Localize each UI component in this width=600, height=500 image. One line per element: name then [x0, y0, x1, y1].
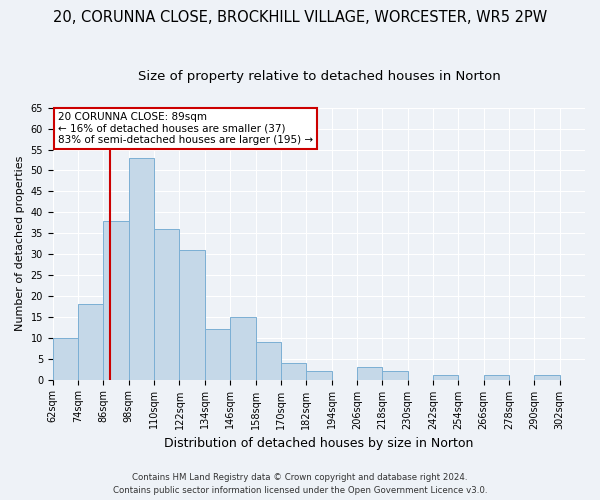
Bar: [205, 330, 230, 380]
Title: Size of property relative to detached houses in Norton: Size of property relative to detached ho…: [137, 70, 500, 83]
Text: 20, CORUNNA CLOSE, BROCKHILL VILLAGE, WORCESTER, WR5 2PW: 20, CORUNNA CLOSE, BROCKHILL VILLAGE, WO…: [53, 10, 547, 25]
Text: Contains HM Land Registry data © Crown copyright and database right 2024.
Contai: Contains HM Land Registry data © Crown c…: [113, 473, 487, 495]
Bar: [306, 371, 332, 380]
Bar: [230, 317, 256, 380]
Bar: [433, 376, 458, 380]
Bar: [78, 304, 103, 380]
Bar: [484, 376, 509, 380]
Bar: [179, 250, 205, 380]
Bar: [357, 367, 382, 380]
X-axis label: Distribution of detached houses by size in Norton: Distribution of detached houses by size …: [164, 437, 473, 450]
Bar: [53, 338, 78, 380]
Bar: [129, 158, 154, 380]
Bar: [154, 229, 179, 380]
Bar: [535, 376, 560, 380]
Bar: [281, 363, 306, 380]
Bar: [103, 220, 129, 380]
Text: 20 CORUNNA CLOSE: 89sqm
← 16% of detached houses are smaller (37)
83% of semi-de: 20 CORUNNA CLOSE: 89sqm ← 16% of detache…: [58, 112, 313, 145]
Y-axis label: Number of detached properties: Number of detached properties: [15, 156, 25, 332]
Bar: [382, 371, 407, 380]
Bar: [256, 342, 281, 380]
